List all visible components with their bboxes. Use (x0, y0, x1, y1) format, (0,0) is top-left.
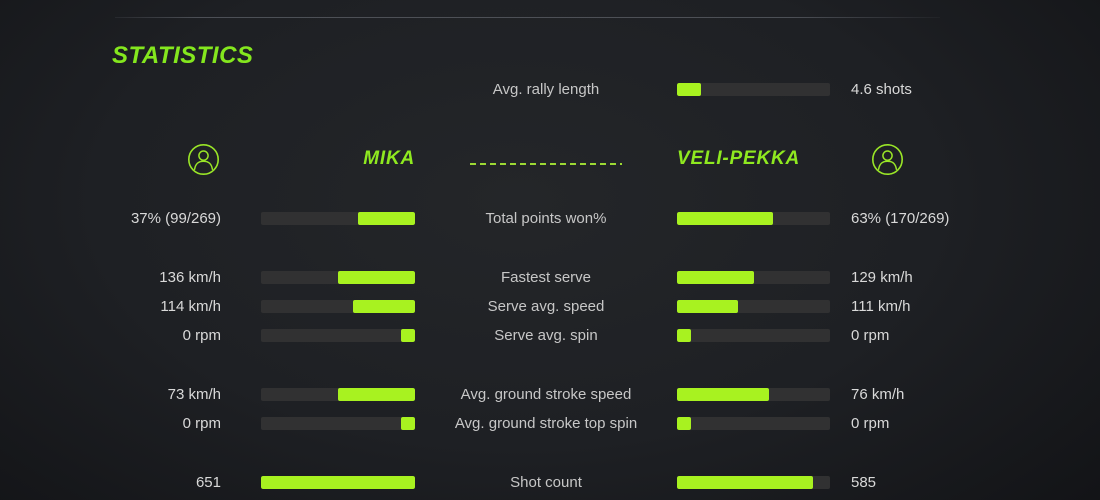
right-player-value: 63% (170/269) (851, 210, 950, 227)
right-player-name: VELI-PEKKA (677, 148, 801, 169)
left-player-value: 37% (99/269) (130, 210, 221, 227)
left-player-value: 136 km/h (159, 269, 221, 286)
stat-label: Serve avg. speed (487, 298, 605, 315)
stat-row: 37% (99/269) Total points won% 63% (170/… (0, 204, 1100, 233)
stat-group: 73 km/h Avg. ground stroke speed 76 km/h… (0, 380, 1100, 438)
right-player-bar (677, 300, 830, 313)
rally-length-label: Avg. rally length (492, 81, 600, 98)
players-dashed-separator (470, 163, 622, 165)
right-player-bar-fill (677, 212, 774, 225)
rally-length-value: 4.6 shots (851, 81, 912, 98)
left-player-name: MIKA (363, 148, 415, 169)
left-player-bar (261, 212, 415, 225)
right-player-bar (677, 388, 830, 401)
stat-row: 136 km/h Fastest serve 129 km/h (0, 263, 1100, 292)
left-player-value: 0 rpm (182, 415, 221, 432)
right-player-value: 129 km/h (851, 269, 913, 286)
top-divider (115, 17, 940, 18)
right-player-bar-fill (677, 329, 691, 342)
right-player-bar (677, 271, 830, 284)
right-player-person-icon (872, 143, 903, 175)
stat-row: 0 rpm Avg. ground stroke top spin 0 rpm (0, 409, 1100, 438)
left-player-value: 651 (195, 474, 221, 491)
stat-label: Avg. ground stroke top spin (454, 415, 638, 432)
left-player-bar-fill (353, 300, 415, 313)
stat-label: Serve avg. spin (494, 327, 598, 344)
rally-length-bar (677, 83, 830, 96)
stat-label: Total points won% (485, 210, 607, 227)
rally-length-bar-fill (677, 83, 702, 96)
stats-rows: 37% (99/269) Total points won% 63% (170/… (0, 204, 1100, 497)
right-player-bar-fill (677, 476, 814, 489)
right-player-bar (677, 212, 830, 225)
left-player-bar-fill (261, 476, 415, 489)
right-player-bar (677, 417, 830, 430)
stat-label: Shot count (510, 474, 582, 491)
left-player-bar (261, 329, 415, 342)
page-title: STATISTICS (112, 42, 254, 69)
left-player-value: 114 km/h (160, 298, 221, 315)
right-player-bar-fill (677, 271, 754, 284)
left-player-bar-fill (401, 329, 415, 342)
left-player-bar-fill (358, 212, 415, 225)
stat-group: 651 Shot count 585 (0, 468, 1100, 497)
stat-label: Avg. ground stroke speed (460, 386, 632, 403)
left-player-value: 73 km/h (167, 386, 221, 403)
stat-row: 73 km/h Avg. ground stroke speed 76 km/h (0, 380, 1100, 409)
stat-label: Fastest serve (500, 269, 592, 286)
left-player-bar (261, 476, 415, 489)
right-player-value: 585 (851, 474, 877, 491)
left-player-bar-fill (338, 388, 415, 401)
right-player-value: 111 km/h (851, 298, 911, 315)
left-player-bar (261, 417, 415, 430)
rally-length-row: Avg. rally length 4.6 shots (0, 75, 1100, 104)
left-player-person-icon (188, 143, 219, 175)
right-player-value: 76 km/h (851, 386, 905, 403)
right-player-value: 0 rpm (851, 327, 890, 344)
left-player-bar-fill (401, 417, 415, 430)
right-player-bar-fill (677, 300, 739, 313)
right-player-bar (677, 329, 830, 342)
right-player-bar-fill (677, 388, 769, 401)
right-player-bar-fill (677, 417, 691, 430)
left-player-bar (261, 300, 415, 313)
right-player-value: 0 rpm (851, 415, 890, 432)
stat-row: 0 rpm Serve avg. spin 0 rpm (0, 321, 1100, 350)
stat-row: 651 Shot count 585 (0, 468, 1100, 497)
right-player-bar (677, 476, 830, 489)
stat-group: 37% (99/269) Total points won% 63% (170/… (0, 204, 1100, 233)
players-header-row: MIKA VELI-PEKKA (0, 139, 1100, 179)
left-player-bar (261, 388, 415, 401)
left-player-bar-fill (338, 271, 415, 284)
left-player-bar (261, 271, 415, 284)
stat-row: 114 km/h Serve avg. speed 111 km/h (0, 292, 1100, 321)
stat-group: 136 km/h Fastest serve 129 km/h 114 km/h… (0, 263, 1100, 350)
left-player-value: 0 rpm (182, 327, 221, 344)
